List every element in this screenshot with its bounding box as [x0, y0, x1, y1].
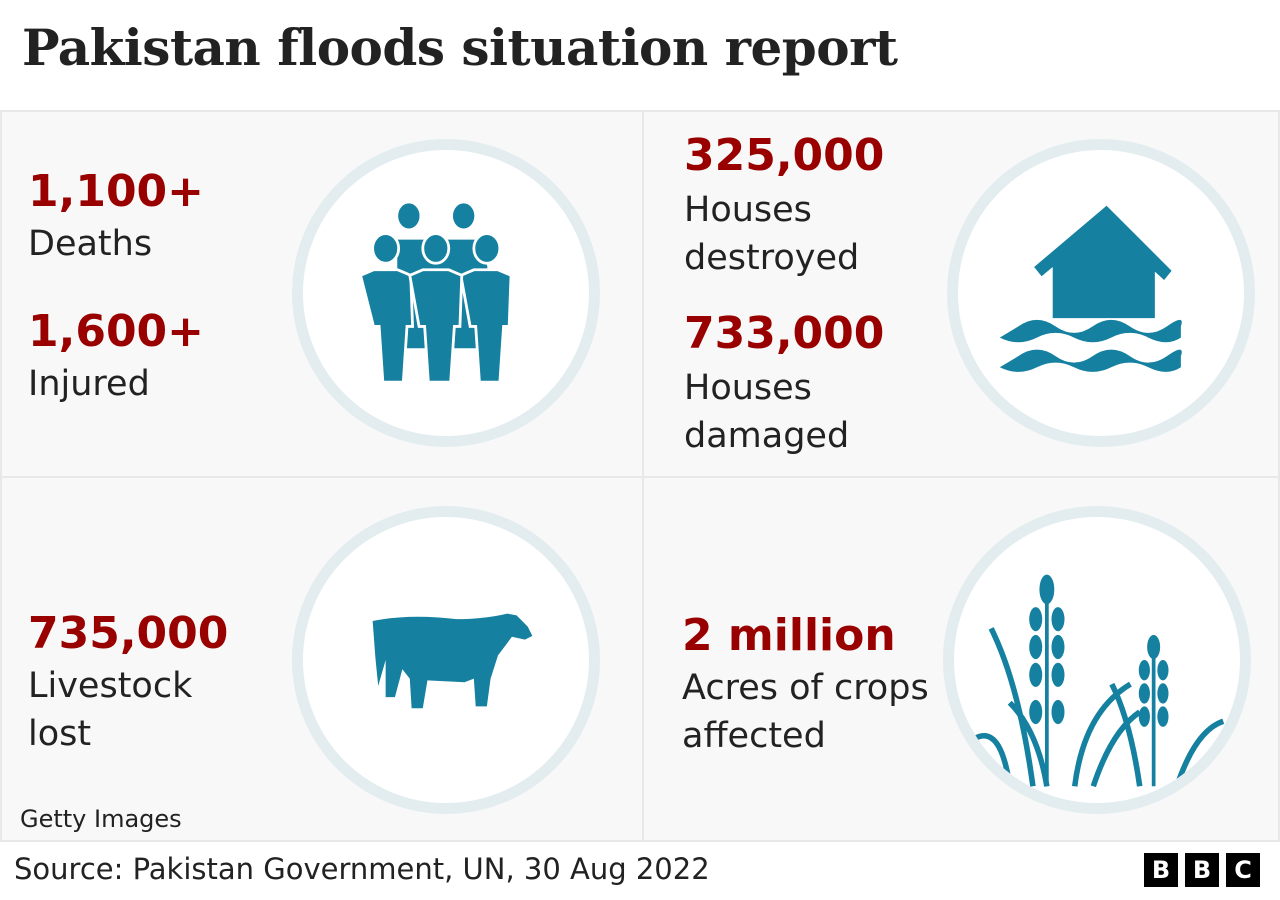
- bbc-logo-letter: C: [1226, 853, 1260, 887]
- injured-label: Injured: [28, 364, 150, 404]
- injured-value: 1,600+: [28, 306, 205, 357]
- people-icon: [292, 139, 600, 447]
- image-credit: Getty Images: [20, 805, 182, 833]
- flooded-house-icon: [947, 139, 1255, 447]
- bbc-logo-letter: B: [1185, 853, 1219, 887]
- livestock-label: Livestock lost: [28, 666, 193, 754]
- crops-label: Acres of crops affected: [682, 668, 929, 756]
- houses-destroyed-label: Houses destroyed: [684, 190, 860, 278]
- bbc-logo: B B C: [1144, 853, 1260, 887]
- deaths-value: 1,100+: [28, 166, 205, 217]
- crops-value: 2 million: [682, 610, 896, 661]
- crops-icon: [943, 506, 1251, 814]
- livestock-value: 735,000: [28, 608, 229, 659]
- deaths-label: Deaths: [28, 224, 153, 264]
- page-title: Pakistan floods situation report: [22, 18, 898, 77]
- houses-destroyed-value: 325,000: [684, 130, 885, 181]
- houses-damaged-value: 733,000: [684, 308, 885, 359]
- cow-icon: [292, 506, 600, 814]
- source-note: Source: Pakistan Government, UN, 30 Aug …: [14, 852, 710, 886]
- bbc-logo-letter: B: [1144, 853, 1178, 887]
- houses-damaged-label: Houses damaged: [684, 368, 850, 456]
